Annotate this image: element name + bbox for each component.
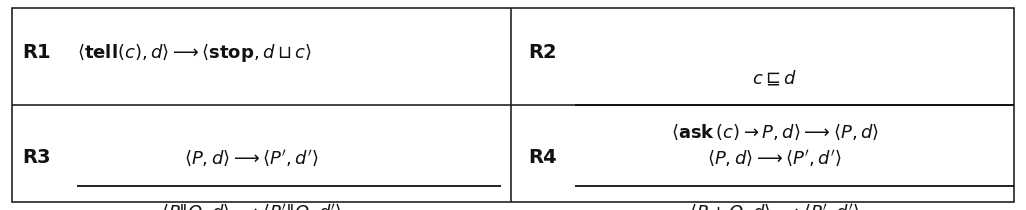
Text: $\langle \mathbf{tell}(c), d\rangle \longrightarrow \langle \mathbf{stop}, d \sq: $\langle \mathbf{tell}(c), d\rangle \lon…: [77, 42, 312, 63]
Text: $\langle P + Q,d\rangle \longrightarrow \langle P',d'\rangle$: $\langle P + Q,d\rangle \longrightarrow …: [689, 203, 860, 210]
Text: R1: R1: [23, 43, 51, 62]
Text: $c \sqsubseteq d$: $c \sqsubseteq d$: [752, 68, 797, 87]
Text: $\langle P \| Q,d\rangle \longrightarrow \langle P' \| Q,d'\rangle$: $\langle P \| Q,d\rangle \longrightarrow…: [161, 202, 342, 210]
Text: R3: R3: [23, 148, 51, 167]
Text: $\langle P,d\rangle \longrightarrow \langle P',d'\rangle$: $\langle P,d\rangle \longrightarrow \lan…: [707, 148, 842, 169]
Text: R4: R4: [528, 148, 557, 167]
Text: $\langle \mathbf{ask}\,(c) \rightarrow P,d\rangle \longrightarrow \langle P,d\ra: $\langle \mathbf{ask}\,(c) \rightarrow P…: [671, 123, 878, 142]
Text: $\langle P,d\rangle \longrightarrow \langle P',d'\rangle$: $\langle P,d\rangle \longrightarrow \lan…: [184, 148, 319, 169]
Text: R2: R2: [528, 43, 557, 62]
